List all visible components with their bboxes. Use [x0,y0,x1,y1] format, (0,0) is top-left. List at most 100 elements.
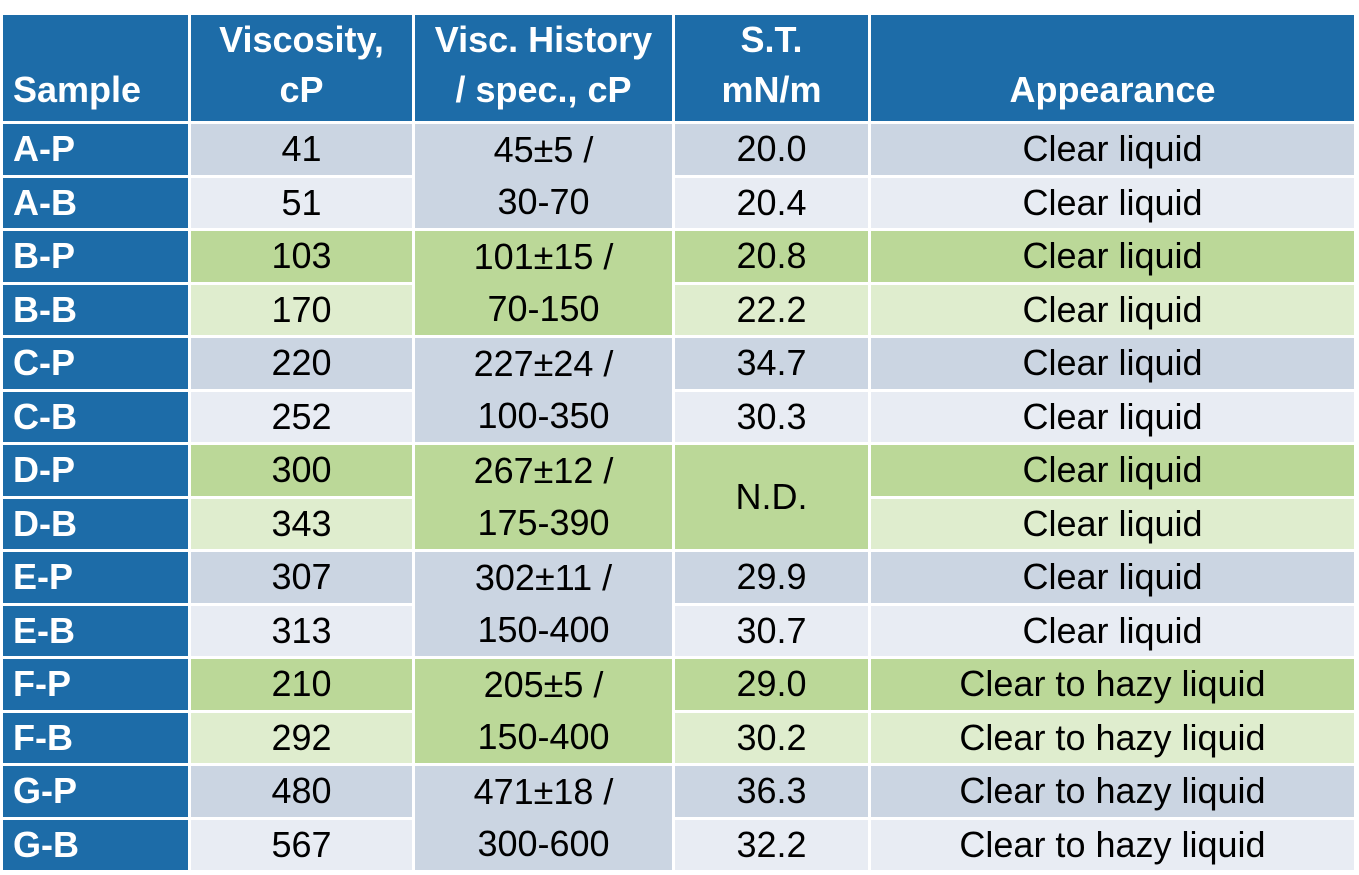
header-sample: Sample [0,12,191,124]
table-row: C-B 252 30.3 Clear liquid [0,388,1357,445]
header-history-line1: Visc. History [434,19,653,60]
header-appearance: Appearance [868,12,1357,124]
visc-spec-range: 175-390 [477,502,610,543]
sample-cell: F-B [0,709,191,766]
table-row: A-P 41 45±5 / 30-70 20.0 Clear liquid [0,121,1357,231]
header-st-line2: mN/m [721,69,822,110]
sample-cell: E-P [0,549,191,606]
sample-cell: D-P [0,442,191,499]
visc-history-value: 471±18 / [473,771,614,812]
surface-tension-cell: 36.3 [672,763,871,820]
appearance-cell: Clear to hazy liquid [868,656,1357,713]
header-viscosity-line1: Viscosity, [219,19,384,60]
surface-tension-cell: 30.2 [672,709,871,766]
appearance-cell: Clear liquid [868,495,1357,552]
sample-cell: C-B [0,388,191,445]
header-viscosity-line2: cP [279,69,324,110]
table-row: F-B 292 30.2 Clear to hazy liquid [0,709,1357,766]
surface-tension-cell: 30.3 [672,388,871,445]
viscosity-cell: 307 [188,549,415,606]
table-row: E-B 313 30.7 Clear liquid [0,602,1357,659]
appearance-cell: Clear liquid [868,121,1357,178]
surface-tension-cell: 22.2 [672,281,871,338]
table-row: G-P 480 471±18 / 300-600 36.3 Clear to hazy l… [0,763,1357,873]
visc-spec-range: 150-400 [477,716,610,757]
viscosity-cell: 567 [188,816,415,873]
table-row: D-B 343 Clear liquid [0,495,1357,552]
viscosity-cell: 41 [188,121,415,178]
visc-spec-range: 150-400 [477,609,610,650]
surface-tension-cell: 20.4 [672,174,871,231]
visc-spec-range: 30-70 [497,181,590,222]
viscosity-cell: 210 [188,656,415,713]
sample-cell: G-P [0,763,191,820]
viscosity-cell: 103 [188,228,415,285]
sample-cell: C-P [0,335,191,392]
table-row: B-P 103 101±15 / 70-150 20.8 Clear liquid [0,228,1357,338]
visc-history-value: 267±12 / [473,450,614,491]
sample-cell: G-B [0,816,191,873]
visc-history-cell: 101±15 / 70-150 [412,228,675,338]
table-row: G-B 567 32.2 Clear to hazy liquid [0,816,1357,873]
visc-history-cell: 205±5 / 150-400 [412,656,675,766]
viscosity-cell: 170 [188,281,415,338]
appearance-cell: Clear liquid [868,228,1357,285]
sample-cell: D-B [0,495,191,552]
viscosity-cell: 292 [188,709,415,766]
visc-history-value: 45±5 / [493,129,594,170]
viscosity-cell: 220 [188,335,415,392]
visc-history-cell: 302±11 / 150-400 [412,549,675,659]
table-header: Sample Viscosity, cP Visc. History / spe… [0,12,1357,124]
appearance-cell: Clear liquid [868,602,1357,659]
header-row: Sample Viscosity, cP Visc. History / spe… [0,12,1357,124]
header-history-line2: / spec., cP [455,69,632,110]
appearance-cell: Clear to hazy liquid [868,709,1357,766]
sample-cell: B-P [0,228,191,285]
visc-history-cell: 45±5 / 30-70 [412,121,675,231]
visc-spec-range: 70-150 [487,288,600,329]
appearance-cell: Clear liquid [868,281,1357,338]
appearance-cell: Clear to hazy liquid [868,816,1357,873]
header-viscosity: Viscosity, cP [188,12,415,124]
appearance-cell: Clear liquid [868,442,1357,499]
surface-tension-cell: 34.7 [672,335,871,392]
surface-tension-cell: 29.9 [672,549,871,606]
surface-tension-cell: 32.2 [672,816,871,873]
surface-tension-cell: N.D. [672,442,871,552]
sample-cell: E-B [0,602,191,659]
surface-tension-cell: 20.0 [672,121,871,178]
table-row: C-P 220 227±24 / 100-350 34.7 Clear liquid [0,335,1357,445]
surface-tension-cell: 29.0 [672,656,871,713]
appearance-cell: Clear liquid [868,388,1357,445]
sample-cell: F-P [0,656,191,713]
header-st-line1: S.T. [740,19,803,60]
surface-tension-cell: 30.7 [672,602,871,659]
table-row: F-P 210 205±5 / 150-400 29.0 Clear to hazy li… [0,656,1357,766]
table-row: D-P 300 267±12 / 175-390 N.D. Clear liquid [0,442,1357,552]
surface-tension-cell: 20.8 [672,228,871,285]
appearance-cell: Clear liquid [868,549,1357,606]
viscosity-cell: 51 [188,174,415,231]
viscosity-cell: 343 [188,495,415,552]
viscosity-cell: 252 [188,388,415,445]
table-row: A-B 51 20.4 Clear liquid [0,174,1357,231]
sample-cell: A-P [0,121,191,178]
header-history: Visc. History / spec., cP [412,12,675,124]
visc-history-value: 205±5 / [483,664,604,705]
visc-history-cell: 267±12 / 175-390 [412,442,675,552]
visc-history-value: 227±24 / [473,343,614,384]
sample-cell: A-B [0,174,191,231]
visc-history-cell: 227±24 / 100-350 [412,335,675,445]
table-body: A-P 41 45±5 /30-70 20.0 Clear liquid A-B 51 20.… [0,121,1357,873]
visc-history-value: 101±15 / [473,236,614,277]
viscosity-cell: 480 [188,763,415,820]
table-row: E-P 307 302±11 / 150-400 29.9 Clear liquid [0,549,1357,659]
samples-table: Sample Viscosity, cP Visc. History / spe… [0,12,1357,873]
viscosity-cell: 313 [188,602,415,659]
sample-cell: B-B [0,281,191,338]
appearance-cell: Clear to hazy liquid [868,763,1357,820]
table-row: B-B 170 22.2 Clear liquid [0,281,1357,338]
viscosity-cell: 300 [188,442,415,499]
appearance-cell: Clear liquid [868,335,1357,392]
header-st: S.T. mN/m [672,12,871,124]
